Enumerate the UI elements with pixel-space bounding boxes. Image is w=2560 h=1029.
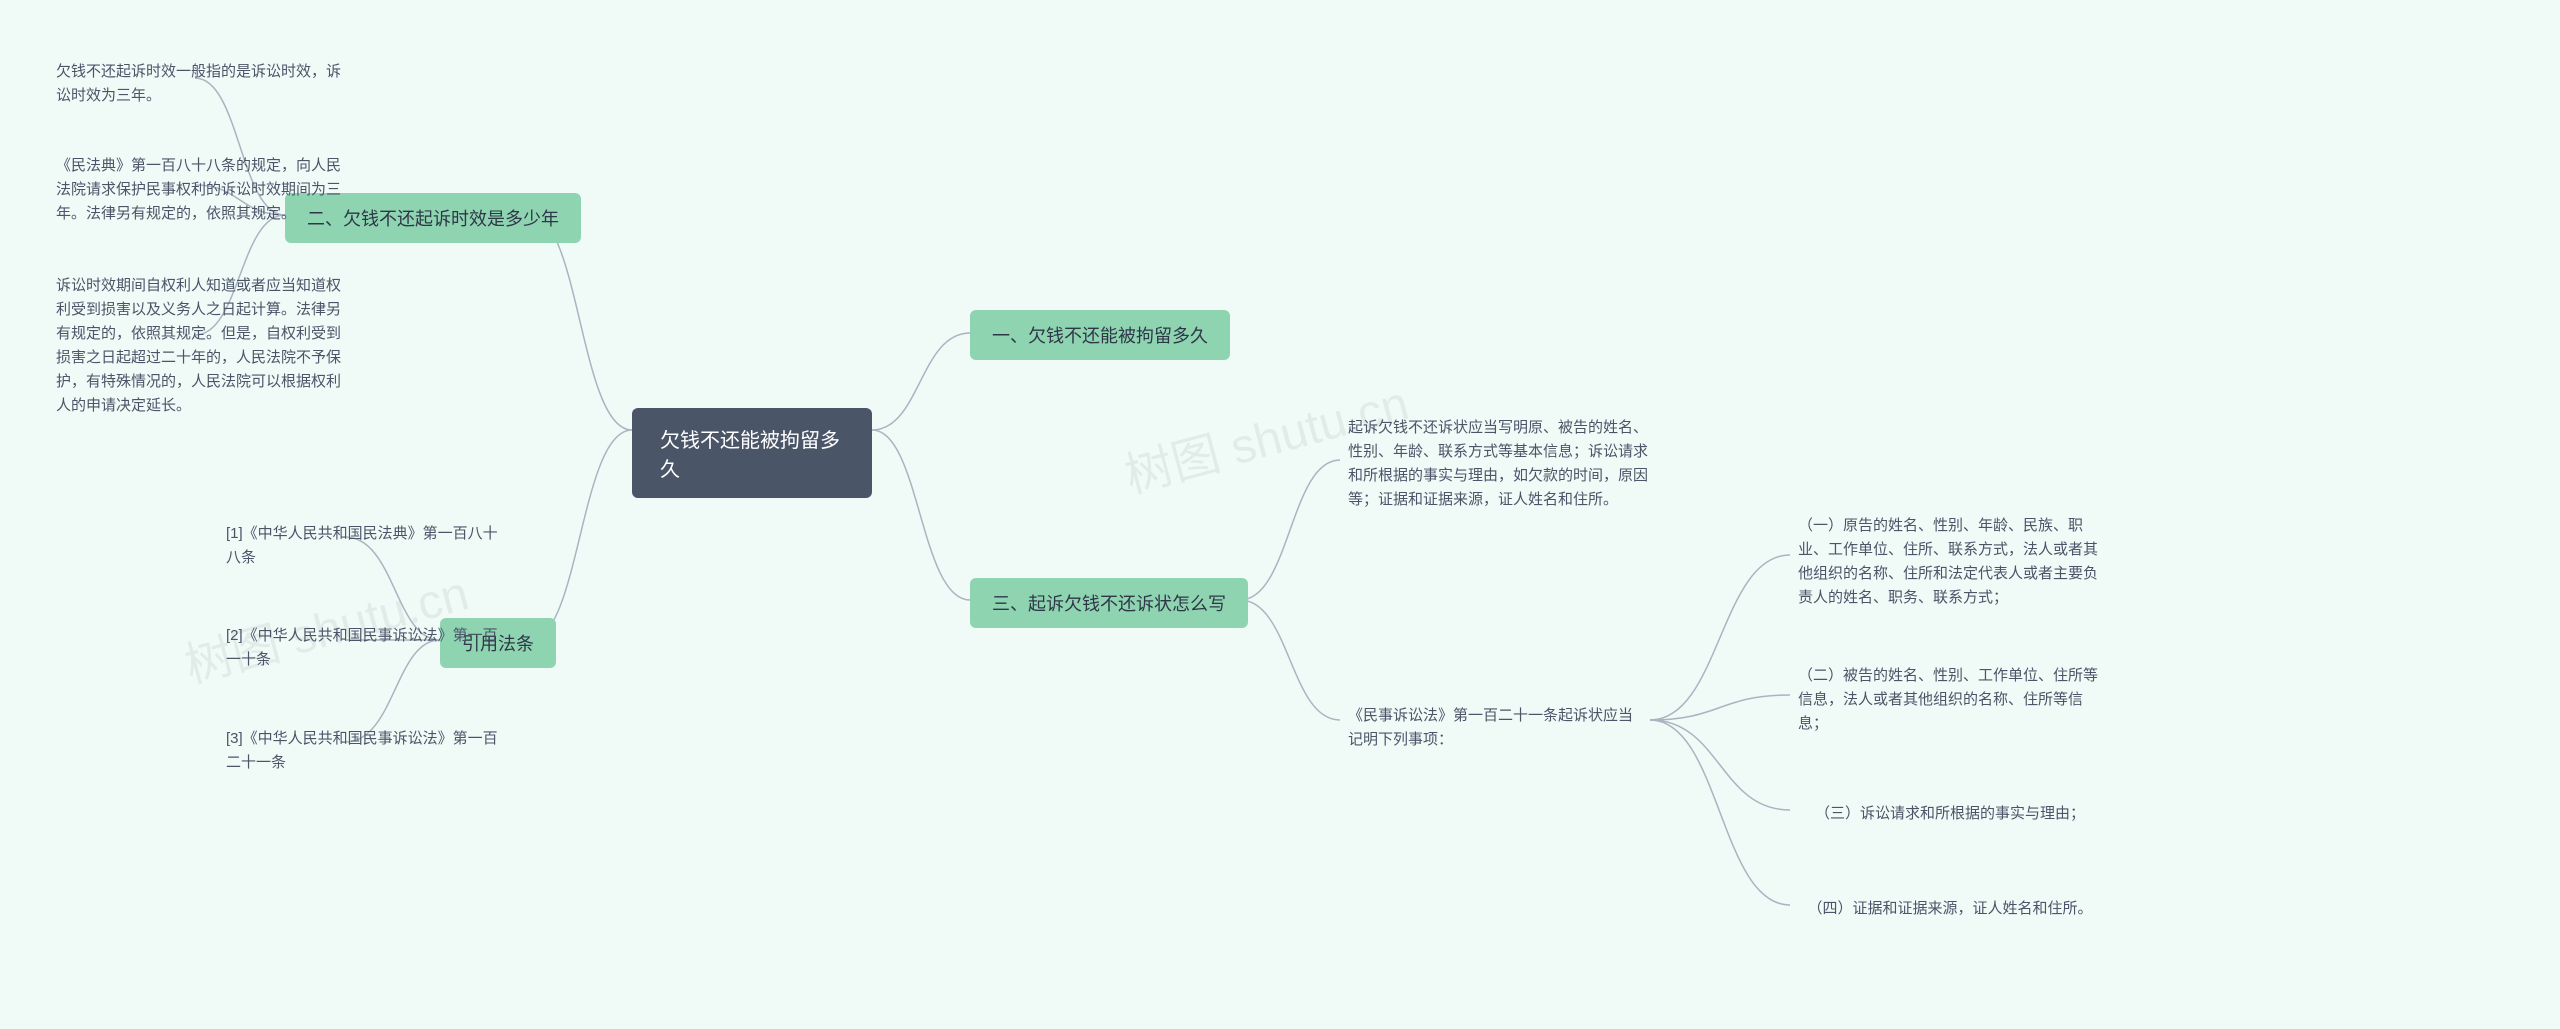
branch-4-leaf-3: [3]《中华人民共和国民事诉讼法》第一百二十一条 [218,723,508,779]
branch-3-leaf-1: 起诉欠钱不还诉状应当写明原、被告的姓名、性别、年龄、联系方式等基本信息；诉讼请求… [1340,412,1660,516]
branch-3-leaf-2: 《民事诉讼法》第一百二十一条起诉状应当记明下列事项： [1340,700,1650,756]
branch-1: 一、欠钱不还能被拘留多久 [970,310,1230,360]
branch-3-leaf-2-sub-2: （二）被告的姓名、性别、工作单位、住所等信息，法人或者其他组织的名称、住所等信息… [1790,660,2110,740]
branch-2-leaf-2: 《民法典》第一百八十八条的规定，向人民法院请求保护民事权利的诉讼时效期间为三年。… [48,150,358,230]
branch-4-leaf-1: [1]《中华人民共和国民法典》第一百八十八条 [218,518,508,574]
connector-lines [0,0,2560,1029]
root-node: 欠钱不还能被拘留多久 [632,408,872,498]
branch-2-leaf-3: 诉讼时效期间自权利人知道或者应当知道权利受到损害以及义务人之日起计算。法律另有规… [48,270,358,422]
branch-3-leaf-2-sub-4: （四）证据和证据来源，证人姓名和住所。 [1790,893,2110,925]
branch-4-leaf-2: [2]《中华人民共和国民事诉讼法》第一百一十条 [218,620,508,676]
branch-2-leaf-1: 欠钱不还起诉时效一般指的是诉讼时效，诉讼时效为三年。 [48,56,358,112]
branch-3: 三、起诉欠钱不还诉状怎么写 [970,578,1248,628]
branch-3-leaf-2-sub-1: （一）原告的姓名、性别、年龄、民族、职业、工作单位、住所、联系方式，法人或者其他… [1790,510,2110,614]
branch-3-leaf-2-sub-3: （三）诉讼请求和所根据的事实与理由； [1790,798,2110,830]
